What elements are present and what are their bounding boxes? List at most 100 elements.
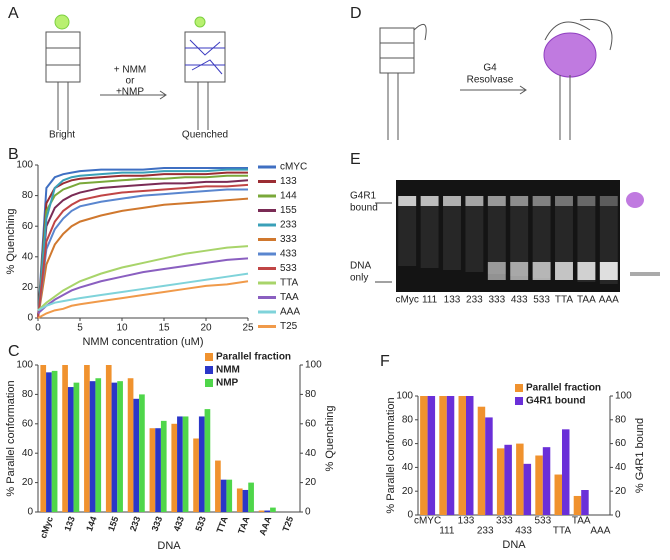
x-tick-label: 15: [158, 323, 170, 334]
bar: [477, 406, 486, 515]
gel-band: [443, 196, 461, 206]
bar: [270, 507, 276, 512]
x-tick-label: 233: [477, 526, 494, 537]
g4-structure: [45, 31, 81, 83]
bar: [420, 396, 428, 515]
y-tick-label: 100: [16, 160, 33, 171]
x-tick-label: TAA: [236, 515, 252, 536]
bar: [51, 370, 58, 512]
legend-swatch: [205, 366, 213, 374]
y-tick-label: 0: [407, 510, 413, 521]
bar: [198, 416, 205, 512]
bar: [95, 378, 102, 512]
legend-label: G4R1 bound: [526, 396, 585, 407]
bar: [573, 495, 582, 515]
x-tick-label: cMYC: [414, 516, 441, 527]
bar: [427, 396, 436, 515]
fluorophore: [54, 14, 70, 30]
bar: [182, 416, 189, 512]
x-tick-label: 433: [515, 526, 532, 537]
y-axis-label: % Parallel conformation: [5, 380, 17, 496]
bar: [220, 479, 227, 512]
x-tick-label: 0: [35, 323, 41, 334]
bar: [516, 443, 524, 515]
gel-smear: [510, 206, 529, 276]
panel-label: A: [8, 5, 19, 22]
x-tick-label: 144: [84, 515, 99, 533]
bar: [485, 417, 493, 515]
enzyme-label: G4: [483, 63, 497, 74]
bar: [248, 482, 254, 512]
treatment-label: or: [126, 76, 136, 87]
treatment-label: +NMP: [116, 87, 144, 98]
y2-tick-label: 100: [615, 391, 632, 402]
x-tick-label: 10: [116, 323, 128, 334]
gel-band: [599, 196, 618, 206]
x-axis-label: DNA: [157, 540, 181, 552]
bar: [458, 396, 466, 515]
x-tick-label: 133: [458, 516, 475, 527]
legend-label: Parallel fraction: [216, 352, 291, 363]
legend-label: 433: [280, 249, 297, 260]
x-tick-label: AAA: [257, 515, 273, 537]
diagram-d: [379, 18, 613, 140]
resolvase: [543, 32, 597, 78]
x-tick-label: 111: [439, 526, 455, 537]
bar: [149, 428, 156, 512]
y-tick-label: 60: [22, 221, 34, 232]
x-tick-label: 333: [150, 515, 165, 533]
gel-smear: [532, 206, 551, 278]
x-tick-label: TAA: [572, 516, 591, 527]
y-tick-label: 20: [22, 477, 34, 488]
bar: [466, 396, 474, 515]
bar: [554, 474, 562, 515]
x-tick-label: cMyc: [38, 515, 55, 540]
gel-band: [510, 262, 529, 280]
y-tick-label: 0: [27, 313, 33, 324]
bar: [523, 463, 532, 515]
bar: [73, 382, 80, 512]
legend-label: 144: [280, 191, 297, 202]
legend-swatch: [515, 397, 523, 405]
y2-axis-label: % Quenching: [324, 405, 336, 471]
gel-smear: [443, 206, 461, 270]
gel-band: [465, 196, 484, 206]
y-tick-label: 20: [402, 486, 414, 497]
panel-label: E: [350, 151, 361, 168]
bar: [439, 396, 447, 515]
gel-band: [555, 262, 573, 280]
y2-tick-label: 60: [305, 418, 317, 429]
lane-label: cMyc: [396, 295, 419, 306]
y2-tick-label: 100: [305, 360, 322, 371]
x-tick-label: 333: [496, 516, 513, 527]
x-tick-label: 533: [534, 516, 551, 527]
y-tick-label: 80: [22, 190, 34, 201]
bar: [258, 510, 265, 512]
legend-label: 533: [280, 263, 297, 274]
panel-label: D: [350, 5, 362, 22]
lane-label: TAA: [577, 295, 596, 306]
bar: [264, 510, 271, 512]
legend-label: cMYC: [280, 162, 307, 173]
y-axis-label: % Parallel conformation: [385, 397, 397, 513]
bar: [117, 381, 123, 512]
y2-tick-label: 40: [305, 448, 317, 459]
x-tick-label: TTA: [215, 515, 230, 535]
bar: [139, 394, 145, 512]
y2-tick-label: 40: [615, 462, 627, 473]
band-label: only: [350, 273, 368, 284]
icon: [626, 192, 644, 208]
panel-label: F: [380, 353, 390, 370]
icon: [630, 272, 660, 276]
series-line: [37, 245, 249, 312]
lane-label: 533: [533, 295, 550, 306]
x-axis-label: DNA: [502, 539, 526, 551]
gel-band: [510, 196, 529, 206]
y-tick-label: 0: [27, 507, 33, 518]
x-tick-label: 433: [171, 515, 186, 533]
y-tick-label: 80: [402, 414, 414, 425]
gel-band: [398, 196, 417, 206]
enzyme-label: Resolvase: [467, 75, 514, 86]
bar: [242, 489, 249, 512]
series-line: [37, 167, 248, 319]
